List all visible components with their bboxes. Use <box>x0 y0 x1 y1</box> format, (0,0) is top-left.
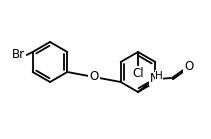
Text: O: O <box>184 60 194 74</box>
Text: O: O <box>89 70 99 84</box>
Text: H: H <box>155 71 163 81</box>
Text: Cl: Cl <box>132 67 144 80</box>
Text: Br: Br <box>12 49 25 61</box>
Text: N: N <box>150 73 158 85</box>
